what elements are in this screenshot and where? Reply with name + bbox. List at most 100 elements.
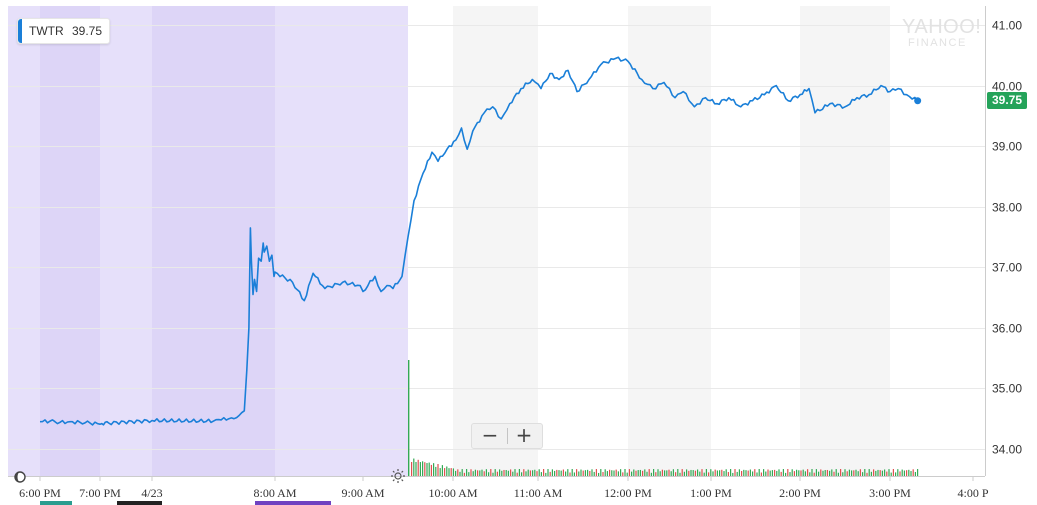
y-tick-label: 34.00 <box>992 443 1022 457</box>
volume-bar <box>747 470 749 476</box>
volume-bar <box>457 469 459 476</box>
volume-bar <box>510 469 512 476</box>
volume-bar <box>657 469 659 476</box>
volume-bar <box>831 469 833 476</box>
volume-bar <box>851 470 853 476</box>
volume-bar <box>677 469 679 476</box>
volume-bar <box>598 472 600 476</box>
symbol-legend[interactable]: TWTR 39.75 <box>17 18 111 44</box>
zoom-control: − + <box>471 423 543 449</box>
legend-symbol: TWTR <box>29 24 64 38</box>
volume-bar <box>725 469 727 476</box>
volume-bar <box>587 469 589 476</box>
x-tick-label: 9:00 AM <box>341 486 384 500</box>
volume-bar <box>664 470 666 476</box>
x-tick-label: 7:00 PM <box>79 486 121 500</box>
volume-bar <box>488 472 490 476</box>
volume-bar <box>705 469 707 476</box>
volume-bar <box>736 471 738 476</box>
volume-bar <box>549 471 551 476</box>
volume-bar <box>424 462 426 476</box>
volume-bar <box>595 469 597 476</box>
volume-bar <box>912 469 914 476</box>
volume-bar <box>536 471 538 476</box>
volume-bar <box>763 469 765 476</box>
volume-bar <box>890 472 892 476</box>
volume-bar <box>884 469 886 476</box>
volume-bar <box>437 464 439 476</box>
volume-bar <box>767 469 769 476</box>
volume-bar <box>411 462 413 476</box>
volume-bar <box>771 470 773 476</box>
volume-bar <box>791 469 793 476</box>
volume-bar <box>593 471 595 476</box>
volume-bar <box>826 469 828 476</box>
volume-bar <box>635 470 637 476</box>
volume-bar <box>556 469 558 476</box>
volume-bar <box>857 471 859 476</box>
volume-bar <box>741 470 743 476</box>
volume-bar <box>683 471 685 476</box>
volume-bar <box>798 470 800 476</box>
volume-bar <box>477 470 479 476</box>
volume-bar <box>571 469 573 476</box>
y-tick-label: 41.00 <box>992 19 1022 33</box>
volume-bar <box>822 470 824 476</box>
volume-bar <box>642 470 644 476</box>
zoom-in-button[interactable]: + <box>515 423 533 447</box>
volume-bar <box>796 469 798 476</box>
volume-bar <box>721 469 723 476</box>
volume-bar <box>692 470 694 476</box>
range-strip-green <box>40 501 72 505</box>
price-line <box>39 56 919 426</box>
volume-bar <box>499 469 501 476</box>
volume-bars <box>408 360 919 476</box>
volume-bar <box>551 469 553 476</box>
x-tick-label: 4/23 <box>141 486 162 500</box>
volume-bar <box>787 469 789 476</box>
x-tick-label: 10:00 AM <box>428 486 477 500</box>
volume-bar <box>413 458 415 476</box>
volume-bar <box>516 472 518 476</box>
volume-bar <box>829 470 831 476</box>
volume-bar <box>543 469 545 476</box>
volume-bar <box>637 470 639 476</box>
volume-bar <box>492 472 494 476</box>
volume-bar <box>490 469 492 476</box>
legend-value: 39.75 <box>72 24 103 38</box>
volume-bar <box>591 469 593 476</box>
volume-bar <box>756 472 758 476</box>
volume-bar <box>901 469 903 476</box>
volume-bar <box>459 471 461 476</box>
volume-bar <box>697 469 699 476</box>
volume-bar <box>468 472 470 476</box>
volume-bar <box>562 469 564 476</box>
zoom-out-button[interactable]: − <box>481 423 499 447</box>
volume-bar <box>666 470 668 476</box>
volume-bar <box>809 472 811 476</box>
volume-bar <box>719 470 721 476</box>
volume-bar <box>782 469 784 476</box>
volume-bar <box>895 472 897 476</box>
volume-bar <box>866 472 868 476</box>
volume-bar <box>461 469 463 476</box>
volume-bar <box>897 469 899 476</box>
volume-bar <box>837 472 839 476</box>
volume-bar <box>846 471 848 476</box>
volume-bar <box>622 472 624 476</box>
zoom-divider <box>507 428 508 444</box>
x-tick-label: 1:00 PM <box>690 486 732 500</box>
volume-bar <box>576 469 578 476</box>
volume-bar <box>914 471 916 476</box>
volume-bar <box>824 470 826 476</box>
y-axis-ticks: 34.00 35.00 36.00 37.00 38.00 39.00 40.00 41.00 <box>992 19 1022 457</box>
volume-bar <box>879 470 881 476</box>
session-bands <box>8 6 890 476</box>
volume-bar <box>580 469 582 476</box>
volume-bar <box>435 466 437 476</box>
volume-bar <box>604 469 606 476</box>
watermark-yahoo: YAHOO! <box>902 16 981 38</box>
range-strip-purple <box>255 501 331 505</box>
volume-bar <box>450 468 452 476</box>
y-tick-label: 39.00 <box>992 140 1022 154</box>
